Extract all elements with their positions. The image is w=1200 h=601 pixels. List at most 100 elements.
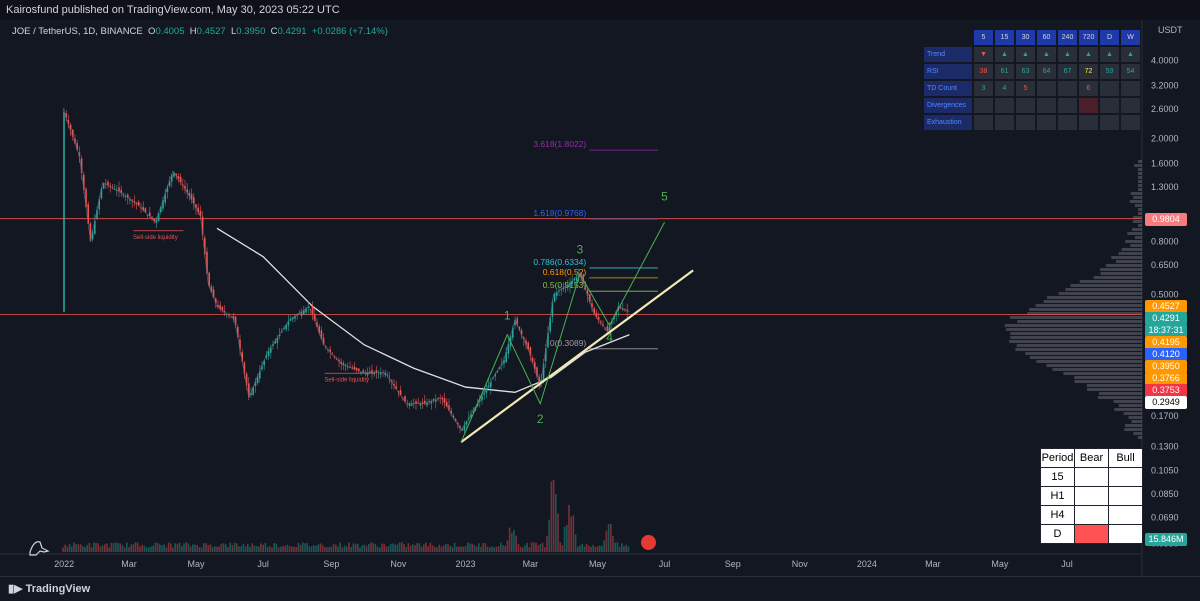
trendline[interactable] (460, 269, 694, 443)
volume-bar (390, 544, 392, 552)
period-row: H4 (1040, 505, 1143, 525)
volume-profile-bar (1124, 424, 1142, 427)
candle-body (173, 172, 175, 177)
volume-bar (225, 544, 227, 552)
indicator-cell: ▲ (1100, 47, 1119, 62)
volume-bar (515, 535, 517, 552)
symbol-label[interactable]: JOE / TetherUS, 1D, BINANCE (12, 26, 143, 37)
volume-profile-bar (1086, 384, 1142, 387)
volume-bar (475, 546, 478, 552)
volume-bar (387, 546, 390, 552)
volume-bar (588, 545, 590, 552)
volume-bar (401, 542, 403, 552)
price-path-line (62, 108, 630, 431)
candle-body (399, 390, 402, 396)
candle-body (580, 272, 582, 278)
volume-bar (462, 546, 465, 552)
indicator-cell (1016, 115, 1035, 130)
indicator-cell (1100, 98, 1119, 113)
indicator-row-td-count: TD Count 3 4 5 6 (924, 81, 1140, 96)
candle-body (426, 402, 428, 406)
volume-bar (71, 546, 73, 552)
indicator-cell (995, 115, 1014, 130)
volume-bar (275, 543, 278, 552)
candle-body (215, 298, 217, 304)
indicator-label: RSI (924, 64, 972, 79)
volume-profile-bar (1046, 296, 1142, 299)
volume-bar (365, 546, 368, 552)
price-tick-label: 4.0000 (1151, 55, 1179, 65)
time-tick-label: Nov (390, 559, 407, 569)
candle-body (316, 322, 318, 328)
candle-body (226, 313, 228, 315)
volume-bar (420, 546, 423, 552)
candle-body (589, 294, 591, 302)
candle-body (428, 401, 430, 403)
us-flag-icon[interactable] (641, 535, 656, 550)
volume-bar (480, 547, 482, 552)
period-table: Period Bear Bull 15 H1 H4 D (1040, 448, 1143, 544)
volume-bar (90, 547, 93, 552)
candle-body (281, 331, 283, 333)
candle-body (127, 194, 129, 198)
volume-bar (440, 546, 443, 552)
candle-body (536, 367, 538, 377)
indicator-header-row: 5 15 30 60 240 720 D W (924, 30, 1140, 45)
volume-bar (486, 546, 489, 552)
volume-bar (218, 546, 220, 552)
tradingview-logo[interactable]: ▮▶ TradingView (8, 582, 90, 595)
candle-body (320, 330, 323, 339)
indicator-cell (1037, 115, 1056, 130)
candle-body (201, 216, 204, 236)
volume-bar (227, 547, 229, 552)
volume-bar (484, 543, 487, 552)
volume-bar (526, 542, 528, 552)
candle-body (76, 143, 78, 150)
volume-bar (403, 544, 405, 552)
indicator-cell: 4 (995, 81, 1014, 96)
volume-bar (115, 542, 117, 552)
volume-bar (335, 544, 337, 552)
horizontal-levels (0, 218, 1142, 315)
candle-body (355, 367, 358, 371)
candle-body (547, 332, 549, 348)
time-tick-label: Sep (725, 559, 741, 569)
candle-body (303, 310, 305, 315)
volume-bar (266, 546, 269, 552)
candle-body (248, 383, 250, 398)
indicator-cell (1079, 115, 1098, 130)
volume-bar (233, 542, 236, 552)
volume-profile-bar (1074, 376, 1142, 379)
volume-bar (93, 542, 95, 552)
candle-body (435, 399, 437, 402)
volume-bar (493, 547, 495, 552)
candle-body (542, 363, 545, 382)
indicator-cell: 3 (974, 81, 993, 96)
candle-body (292, 317, 294, 320)
candle-body (591, 303, 593, 309)
candle-body (175, 173, 177, 176)
volume-bar (255, 546, 258, 552)
candle-body (287, 321, 290, 326)
indicator-cell: ▲ (1037, 47, 1056, 62)
candle-body (63, 111, 65, 312)
candle-body (602, 324, 604, 326)
bear-header: Bear (1074, 448, 1109, 468)
volume-bar (310, 546, 313, 552)
volume-bar (150, 546, 152, 552)
candle-body (527, 342, 529, 350)
candle-body (122, 194, 125, 196)
candle-body (124, 196, 127, 197)
volume-profile-bar (1113, 400, 1142, 403)
candle-body (498, 367, 501, 369)
volume-bar (427, 546, 429, 552)
volume-bar (423, 544, 425, 552)
volume-bar (269, 546, 271, 552)
volume-bar (535, 542, 537, 552)
volume-bar (271, 547, 273, 552)
timeframe-header: 720 (1079, 30, 1098, 45)
time-tick-label: Mar (523, 559, 539, 569)
indicator-cell: 54 (1121, 64, 1140, 79)
volume-bar (337, 546, 339, 552)
volume-bar (313, 545, 315, 552)
